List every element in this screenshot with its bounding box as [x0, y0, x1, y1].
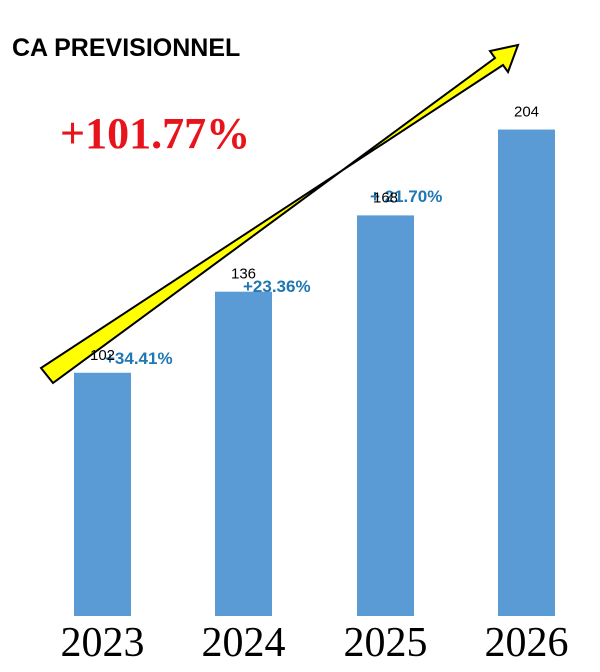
data-label-2024: 136 — [231, 266, 256, 283]
data-label-2026: 204 — [514, 104, 539, 121]
growth-label-2025: +23.36% — [243, 277, 311, 296]
bar-2026 — [498, 129, 555, 617]
chart-title: CA PREVISIONNEL — [12, 34, 240, 62]
category-labels-layer: 2023 2024 2025 2026 — [61, 620, 569, 666]
bar-2025 — [357, 215, 414, 616]
bar-2023 — [74, 372, 131, 616]
data-label-2023: 102 — [90, 347, 115, 364]
category-label-2023: 2023 — [61, 620, 145, 666]
growth-trend-arrow — [39, 43, 520, 385]
total-growth-label: +101.77% — [60, 109, 250, 158]
category-label-2024: 2024 — [202, 620, 286, 666]
category-label-2026: 2026 — [485, 620, 569, 666]
data-labels-layer: 102 136 168 204 — [90, 104, 539, 364]
category-label-2025: 2025 — [344, 620, 428, 666]
growth-label-2024: +34.41% — [105, 349, 173, 368]
bar-2024 — [215, 291, 272, 616]
bars-layer — [74, 129, 555, 617]
growth-label-2026: + 21.70% — [370, 187, 442, 206]
data-label-2025: 168 — [373, 189, 398, 206]
